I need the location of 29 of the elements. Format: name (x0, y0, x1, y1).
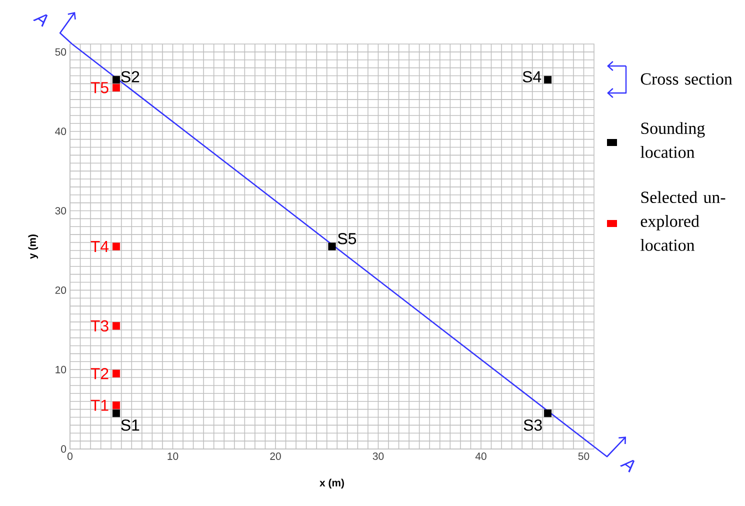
x-axis-title: x (m) (320, 478, 344, 489)
y-tick-label: 50 (55, 48, 66, 56)
y-tick-label: 0 (61, 445, 66, 453)
data-label: T4 (90, 241, 109, 252)
legend-label: Selected un-explored location (640, 191, 726, 251)
x-tick-label: 50 (578, 452, 590, 460)
x-tick-label: 0 (67, 452, 72, 460)
y-tick-label: 10 (56, 366, 66, 374)
y-tick-label: 40 (55, 128, 66, 136)
data-label: T2 (90, 368, 108, 380)
text: A (32, 14, 48, 27)
x-tick-label: 30 (372, 452, 384, 460)
data-label: S4 (522, 71, 542, 82)
x-tick-label: 20 (270, 452, 281, 460)
data-label: S5 (338, 233, 356, 244)
data-label: T1 (90, 400, 108, 411)
data-label: S1 (121, 419, 140, 431)
y-tick-label: 20 (55, 286, 66, 294)
y-tick-label: 30 (55, 207, 66, 214)
legend-label: Cross section (640, 73, 732, 85)
data-label: S2 (121, 71, 140, 82)
legend-label: Sounding location (640, 122, 705, 158)
text: A (620, 460, 635, 473)
y-axis-title: y (m) (28, 234, 38, 259)
x-tick-label: 40 (475, 452, 486, 460)
data-label: T5 (90, 82, 108, 94)
data-label: T3 (90, 320, 108, 332)
data-label: S3 (524, 419, 542, 431)
x-tick-label: 10 (168, 452, 178, 460)
